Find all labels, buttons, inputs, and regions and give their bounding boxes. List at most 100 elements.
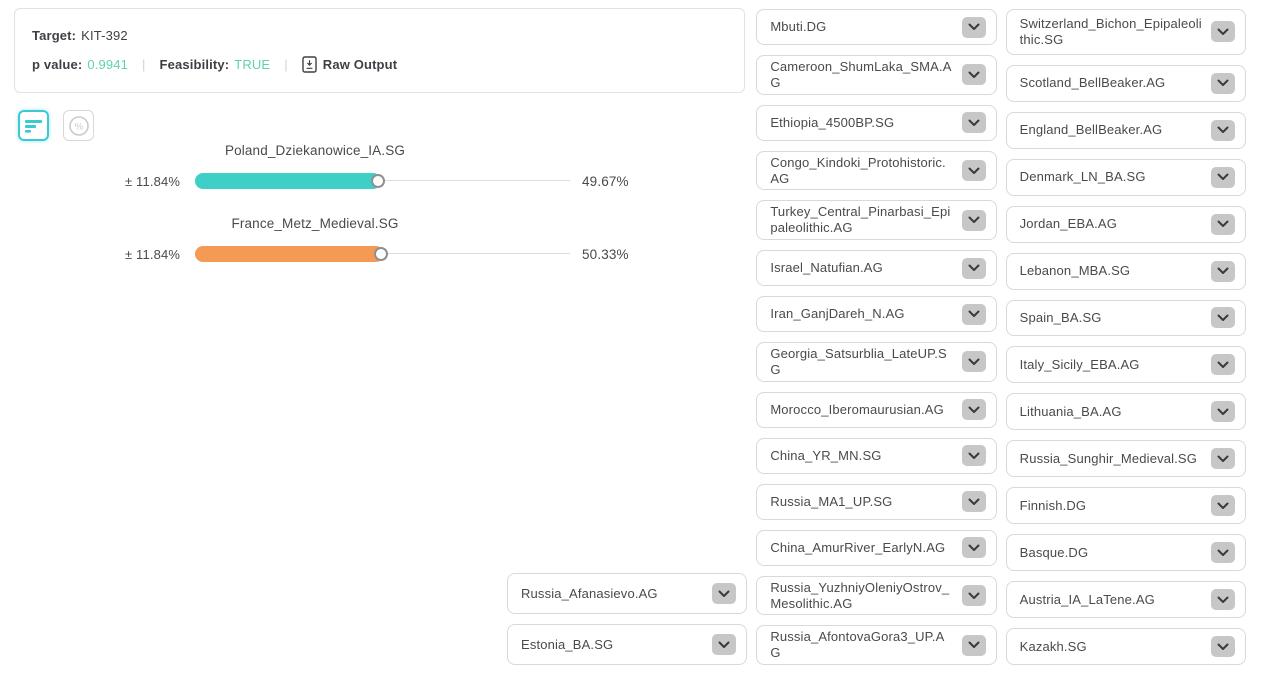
chevron-down-icon — [968, 167, 980, 175]
population-dropdown-button[interactable] — [1210, 260, 1235, 282]
population-dropdown-button[interactable] — [1210, 448, 1235, 470]
population-dropdown-button[interactable] — [961, 585, 986, 607]
population-dropdown-button[interactable] — [961, 16, 986, 38]
population-selector[interactable]: Austria_IA_LaTene.AG — [1005, 581, 1246, 619]
population-dropdown-button[interactable] — [1210, 589, 1235, 611]
population-dropdown-button[interactable] — [961, 634, 986, 656]
feasibility-label: Feasibility: — [159, 57, 230, 72]
population-selector[interactable]: Cameroon_ShumLaka_SMA.AG — [756, 55, 997, 95]
feasibility-value: TRUE — [234, 57, 271, 72]
percent-view-button[interactable]: % — [63, 110, 94, 141]
population-selector[interactable]: Russia_Sunghir_Medieval.SG — [1005, 440, 1246, 478]
population-dropdown-button[interactable] — [1210, 307, 1235, 329]
population-selector[interactable]: Lithuania_BA.AG — [1005, 393, 1246, 431]
population-dropdown-button[interactable] — [1210, 495, 1235, 517]
population-selector[interactable]: Georgia_Satsurblia_LateUP.SG — [756, 342, 997, 382]
error-margin-label: ± 11.84% — [125, 173, 181, 189]
population-selector[interactable]: England_BellBeaker.AG — [1005, 111, 1246, 149]
admixture-slider-row: Poland_Dziekanowice_IA.SG ± 11.84% 49.67… — [125, 143, 665, 190]
population-selector[interactable]: Russia_YuzhniyOleniyOstrov_Mesolithic.AG — [756, 575, 997, 616]
population-dropdown-button[interactable] — [1210, 21, 1235, 43]
population-selector[interactable]: Jordan_EBA.AG — [1005, 205, 1246, 243]
population-name: Scotland_BellBeaker.AG — [1019, 75, 1166, 91]
chevron-down-icon — [1217, 220, 1229, 228]
population-dropdown-button[interactable] — [1210, 213, 1235, 235]
population-dropdown-button[interactable] — [712, 634, 737, 655]
population-selector[interactable]: Morocco_Iberomaurusian.AG — [756, 391, 997, 428]
slider-thumb[interactable] — [371, 174, 386, 188]
population-selector[interactable]: Congo_Kindoki_Protohistoric.AG — [756, 150, 997, 191]
population-dropdown-button[interactable] — [961, 351, 986, 373]
population-selector[interactable]: Mbuti.DG — [756, 9, 997, 45]
population-selector[interactable]: Israel_Natufian.AG — [756, 250, 997, 287]
population-name: Spain_BA.SG — [1019, 309, 1102, 325]
source-population-label: Poland_Dziekanowice_IA.SG — [224, 143, 406, 158]
population-dropdown-button[interactable] — [1210, 636, 1235, 658]
population-dropdown-button[interactable] — [1210, 401, 1235, 423]
population-selector[interactable]: Scotland_BellBeaker.AG — [1005, 64, 1246, 102]
population-dropdown-button[interactable] — [712, 583, 737, 604]
slider-track[interactable] — [195, 245, 570, 263]
population-name: Mbuti.DG — [770, 19, 827, 34]
population-column-2: Switzerland_Bichon_Epipaleolithic.SG Sco… — [1005, 9, 1246, 665]
chevron-down-icon — [1217, 28, 1229, 36]
population-name: China_AmurRiver_EarlyN.AG — [770, 539, 946, 555]
population-selector[interactable]: Russia_MA1_UP.SG — [756, 483, 997, 520]
population-name: Russia_Afanasievo.AG — [521, 585, 658, 601]
population-name: Iran_GanjDareh_N.AG — [770, 306, 905, 322]
population-dropdown-button[interactable] — [961, 257, 986, 279]
population-selector[interactable]: Denmark_LN_BA.SG — [1005, 158, 1246, 196]
population-dropdown-button[interactable] — [961, 445, 986, 467]
population-dropdown-button[interactable] — [1210, 72, 1235, 94]
population-dropdown-button[interactable] — [961, 209, 986, 231]
slider-thumb[interactable] — [373, 247, 388, 261]
target-label: Target: — [32, 28, 77, 43]
chevron-down-icon — [1217, 314, 1229, 322]
population-name: Kazakh.SG — [1019, 638, 1087, 654]
population-selector[interactable]: Iran_GanjDareh_N.AG — [756, 296, 997, 333]
population-dropdown-button[interactable] — [1210, 166, 1235, 188]
population-name: Finnish.DG — [1019, 497, 1087, 513]
population-dropdown-button[interactable] — [961, 537, 986, 559]
population-dropdown-button[interactable] — [961, 64, 986, 86]
stats-line: p value: 0.9941 | Feasibility: TRUE | Ra… — [32, 56, 726, 73]
population-selector[interactable]: Finnish.DG — [1005, 487, 1246, 525]
divider: | — [142, 57, 146, 72]
population-dropdown-button[interactable] — [961, 491, 986, 513]
population-selector[interactable]: Basque.DG — [1005, 534, 1246, 572]
population-selector[interactable]: Turkey_Central_Pinarbasi_Epipaleolithic.… — [756, 200, 997, 241]
population-selector[interactable]: Switzerland_Bichon_Epipaleolithic.SG — [1005, 9, 1246, 55]
population-dropdown-button[interactable] — [961, 160, 986, 182]
population-dropdown-button[interactable] — [961, 112, 986, 134]
svg-text:%: % — [74, 121, 83, 132]
chevron-down-icon — [1217, 596, 1229, 604]
population-name: Basque.DG — [1019, 544, 1089, 560]
slider-track[interactable] — [195, 172, 570, 190]
population-dropdown-button[interactable] — [1210, 354, 1235, 376]
bars-view-button[interactable] — [18, 110, 49, 141]
population-dropdown-button[interactable] — [1210, 542, 1235, 564]
population-selector[interactable]: Lebanon_MBA.SG — [1005, 252, 1246, 290]
population-name: Ethiopia_4500BP.SG — [770, 114, 895, 130]
population-selector[interactable]: Kazakh.SG — [1005, 628, 1246, 665]
population-selector[interactable]: Estonia_BA.SG — [507, 624, 748, 665]
population-selector[interactable]: Ethiopia_4500BP.SG — [756, 104, 997, 141]
population-name: Switzerland_Bichon_Epipaleolithic.SG — [1019, 15, 1202, 47]
population-selector[interactable]: China_AmurRiver_EarlyN.AG — [756, 529, 997, 566]
population-selector[interactable]: Spain_BA.SG — [1005, 299, 1246, 337]
population-selector[interactable]: Italy_Sicily_EBA.AG — [1005, 346, 1246, 384]
chevron-down-icon — [1217, 173, 1229, 181]
population-selector[interactable]: Russia_AfontovaGora3_UP.AG — [756, 625, 997, 666]
population-dropdown-button[interactable] — [961, 399, 986, 421]
chevron-down-icon — [718, 590, 730, 598]
population-name: Jordan_EBA.AG — [1019, 216, 1117, 232]
chevron-down-icon — [1217, 361, 1229, 369]
population-selector[interactable]: Russia_Afanasievo.AG — [507, 573, 748, 614]
raw-output-button[interactable]: Raw Output — [302, 56, 397, 73]
population-dropdown-button[interactable] — [1210, 119, 1235, 141]
slider-fill — [195, 246, 388, 262]
chevron-down-icon — [968, 216, 980, 224]
chevron-down-icon — [968, 310, 980, 318]
population-selector[interactable]: China_YR_MN.SG — [756, 437, 997, 474]
population-dropdown-button[interactable] — [961, 303, 986, 325]
